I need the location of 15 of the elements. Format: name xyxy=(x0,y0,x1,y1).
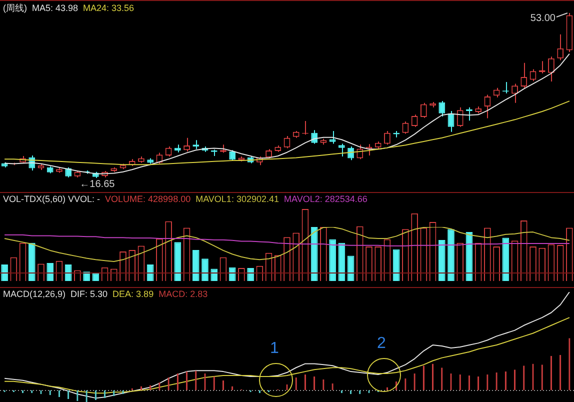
annotation: ←16.65 xyxy=(80,178,116,190)
text: MA24: 33.56 xyxy=(83,3,134,13)
text: MA5: 43.98 xyxy=(32,3,78,13)
annotation: 1 xyxy=(270,340,279,358)
annotation: 53.00 xyxy=(530,12,556,24)
text: MACD: 2.83 xyxy=(158,289,208,299)
chart-title: MACD(12,26,9) xyxy=(3,289,66,299)
chart-title: (周线) xyxy=(3,3,27,13)
text: MAVOL2: 282534.66 xyxy=(284,194,368,204)
text: MAVOL1: 302902.41 xyxy=(196,194,279,204)
text: DIF: 5.30 xyxy=(70,289,108,299)
text: VOLUME: 428998.00 xyxy=(105,194,191,204)
text: DEA: 3.89 xyxy=(112,289,154,299)
annotation: 2 xyxy=(377,335,386,353)
chart-title: VOL-TDX(5,60) VVOL: - xyxy=(3,194,100,204)
